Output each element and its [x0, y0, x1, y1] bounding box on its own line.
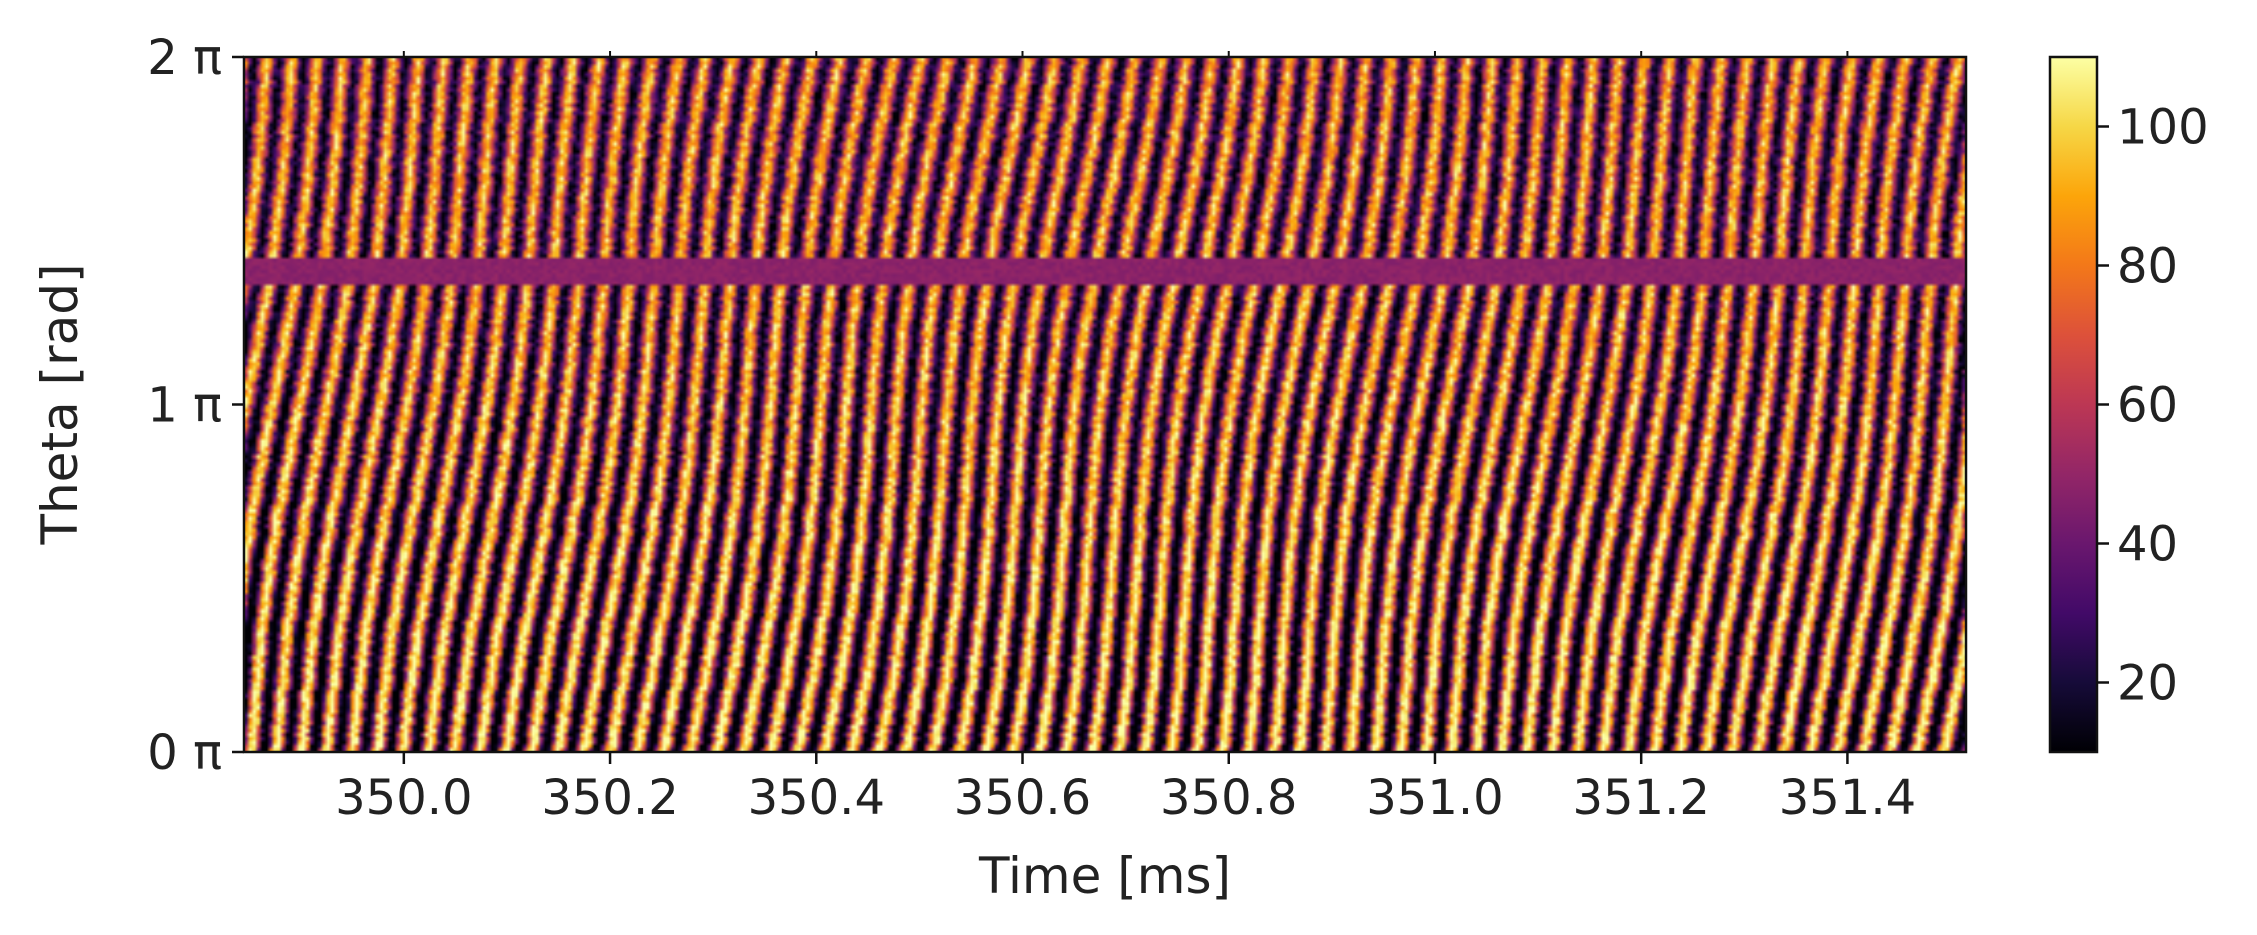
x-tick-label: 350.8: [1160, 770, 1297, 826]
y-axis: 0 π 1 π 2 π: [147, 30, 244, 781]
colorbar-axis: 20 40 60 80 100: [2097, 100, 2209, 712]
y-tick-label: 0 π: [147, 725, 222, 781]
colorbar-tick-label: 100: [2117, 100, 2209, 156]
x-tick-label: 350.4: [748, 770, 885, 826]
y-tick-label: 1 π: [147, 378, 222, 434]
x-tick-label: 350.6: [954, 770, 1091, 826]
colorbar-tick-label: 80: [2117, 239, 2178, 295]
x-tick-label: 350.2: [541, 770, 678, 826]
x-axis: 350.0 350.2 350.4 350.6 350.8 351.0 351.2 351.4: [335, 51, 1916, 826]
heatmap-area: [244, 57, 1966, 752]
colorbar-tick-label: 20: [2117, 656, 2178, 712]
colorbar-tick-label: 40: [2117, 517, 2178, 573]
x-tick-label: 351.2: [1572, 770, 1709, 826]
colorbar-tick-label: 60: [2117, 378, 2178, 434]
heatmap-image: [244, 57, 1966, 752]
colorbar: [2048, 55, 2099, 754]
x-tick-label: 350.0: [335, 770, 472, 826]
x-tick-label: 351.0: [1366, 770, 1503, 826]
y-tick-label: 2 π: [147, 30, 222, 86]
y-axis-label: Theta [rad]: [31, 263, 89, 545]
x-tick-label: 351.4: [1779, 770, 1916, 826]
x-axis-label: Time [ms]: [978, 847, 1231, 905]
